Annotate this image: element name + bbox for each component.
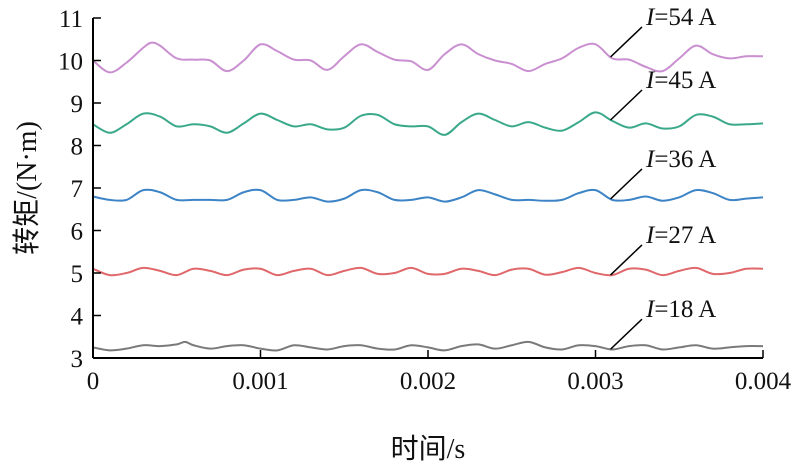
- leader-line: [610, 89, 643, 121]
- y-tick-label: 7: [71, 176, 84, 203]
- series-line-0: [92, 41, 764, 74]
- series-label: I=45 A: [645, 67, 716, 94]
- series-annotations: I=54 A I=45 A I=36 A I=27 A I=18 A: [610, 4, 716, 350]
- y-tick-label: 10: [58, 49, 83, 76]
- series-line-2: [92, 188, 764, 203]
- series-line-3: [92, 266, 764, 277]
- x-tick-label: 0.002: [400, 368, 456, 395]
- y-tick-label: 5: [71, 261, 84, 288]
- leader-line: [610, 244, 643, 276]
- leader-line: [610, 168, 643, 200]
- y-tick-label: 11: [59, 6, 83, 33]
- series-label: I=54 A: [645, 4, 716, 31]
- y-tick-label: 9: [71, 91, 84, 118]
- x-tick-label: 0.003: [567, 368, 623, 395]
- series-line-4: [92, 340, 764, 352]
- x-axis-label: 时间/s: [391, 433, 466, 465]
- y-axis-label: 转矩/(N·m): [11, 121, 43, 255]
- x-tick-label: 0: [87, 368, 100, 395]
- axes: 3 4 5 6 7 8 9 10 11 0 0.001 0.002 0.003 0.004: [58, 6, 792, 395]
- x-tick-label: 0.004: [735, 368, 792, 395]
- series-label: I=18 A: [645, 296, 716, 323]
- leader-line: [610, 26, 643, 58]
- series-line-1: [92, 111, 764, 136]
- series-label: I=27 A: [645, 222, 716, 249]
- y-tick-label: 6: [71, 219, 84, 246]
- leader-line: [610, 318, 643, 350]
- x-tick-label: 0.001: [232, 368, 288, 395]
- series-layer: [92, 41, 764, 352]
- y-tick-label: 3: [71, 346, 84, 373]
- y-tick-label: 4: [71, 304, 84, 331]
- y-tick-label: 8: [71, 134, 84, 161]
- series-label: I=36 A: [645, 146, 716, 173]
